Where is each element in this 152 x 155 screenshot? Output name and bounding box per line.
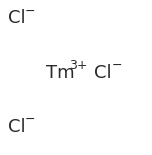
Text: Cl: Cl: [94, 64, 112, 82]
Text: 3+: 3+: [69, 59, 88, 72]
Text: −: −: [25, 5, 36, 18]
Text: Cl: Cl: [8, 9, 25, 27]
Text: Tm: Tm: [46, 64, 74, 82]
Text: −: −: [112, 59, 122, 72]
Text: −: −: [25, 113, 36, 126]
Text: Cl: Cl: [8, 118, 25, 136]
